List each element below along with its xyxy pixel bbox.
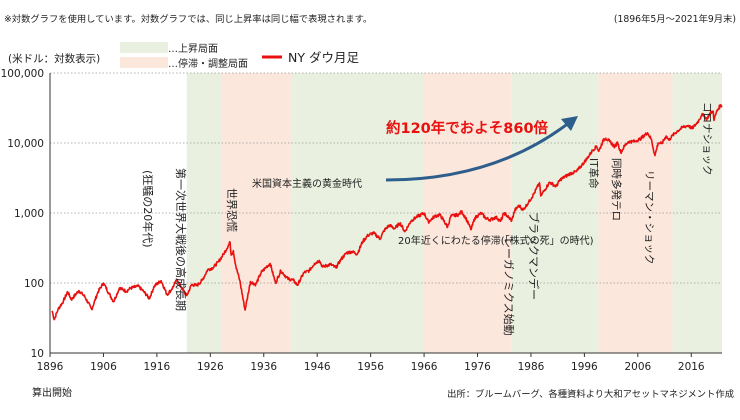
phase-band-rise <box>672 73 722 353</box>
annotation-terror-attacks: 同時多発テロ <box>610 158 623 221</box>
x-tick-label: 1966 <box>411 361 438 373</box>
series-line-dow <box>51 104 723 321</box>
x-tick-label: 1906 <box>90 361 117 373</box>
x-tick-label: 1926 <box>197 361 224 373</box>
y-tick-label: 1,000 <box>14 208 44 220</box>
x-tick-label: 2006 <box>624 361 651 373</box>
x-tick-label: 1936 <box>250 361 277 373</box>
annotation-roaring-20s: (狂騒の20年代) <box>141 170 155 248</box>
x-tick-label: 1916 <box>144 361 171 373</box>
annotation-lehman-shock: リーマン・ショック <box>643 170 655 265</box>
annotations: 約120年でおよそ860倍 第一次世界大戦後の高成長期 (狂騒の20年代) 世界… <box>141 102 713 336</box>
legend-label-rise: …上昇局面 <box>168 43 218 55</box>
annotation-black-monday: ブラックマンデー <box>527 212 541 300</box>
annotation-it-revolution: IT革命 <box>587 158 600 189</box>
annotation-great-depression: 世界恐慌 <box>225 188 238 232</box>
annotation-covid-shock: コロナショック <box>701 102 713 176</box>
annotation-golden-age: 米国資本主義の黄金時代 <box>252 177 362 190</box>
annotation-reaganomics: レーガノミクス始動 <box>502 237 516 336</box>
legend-swatch-stagnation <box>120 57 168 68</box>
x-tick-label: 1896 <box>37 361 64 373</box>
legend-label-line: NY ダウ月足 <box>288 50 359 65</box>
legend: …上昇局面 …停滞・調整局面 NY ダウ月足 <box>120 42 359 70</box>
y-tick-label: 100 <box>24 278 44 290</box>
series-layer <box>51 104 723 321</box>
annotation-stagnation-era: 20年近くにわたる停滞(「株式の死」の時代) <box>398 234 594 247</box>
x-tick-label: 2016 <box>678 361 705 373</box>
header-note: ※対数グラフを使用しています。対数グラフでは、同じ上昇率は同じ幅で表現されます。 <box>4 13 372 25</box>
legend-swatch-rise <box>120 42 168 53</box>
x-tick-label: 1956 <box>357 361 384 373</box>
start-label: 算出開始 <box>32 386 72 399</box>
y-axis-label: (米ドル：対数表示) <box>8 52 100 65</box>
source-note: 出所：ブルームバーグ、各種資料より大和アセットマネジメント作成 <box>447 388 734 400</box>
y-tick-label: 10,000 <box>7 138 44 150</box>
growth-arrow <box>385 116 578 182</box>
x-tick-label: 1986 <box>518 361 545 373</box>
x-tick-label: 1976 <box>464 361 491 373</box>
legend-label-stagnation: …停滞・調整局面 <box>168 57 248 70</box>
y-tick-label: 10 <box>31 348 44 360</box>
annotation-ww1-boom: 第一次世界大戦後の高成長期 <box>174 168 188 311</box>
growth-arrow-head <box>561 116 578 131</box>
growth-arrow-line <box>385 120 571 182</box>
header-period: (1896年5月〜2021年9月末) <box>614 13 736 25</box>
x-tick-label: 1946 <box>304 361 331 373</box>
x-tick-label: 1996 <box>571 361 598 373</box>
headline-annotation: 約120年でおよそ860倍 <box>386 119 549 137</box>
y-tick-label: 100,000 <box>1 68 44 80</box>
